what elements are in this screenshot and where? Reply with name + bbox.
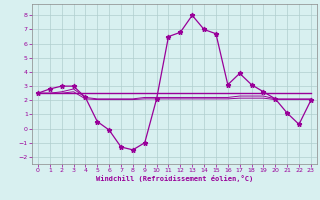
X-axis label: Windchill (Refroidissement éolien,°C): Windchill (Refroidissement éolien,°C) xyxy=(96,175,253,182)
